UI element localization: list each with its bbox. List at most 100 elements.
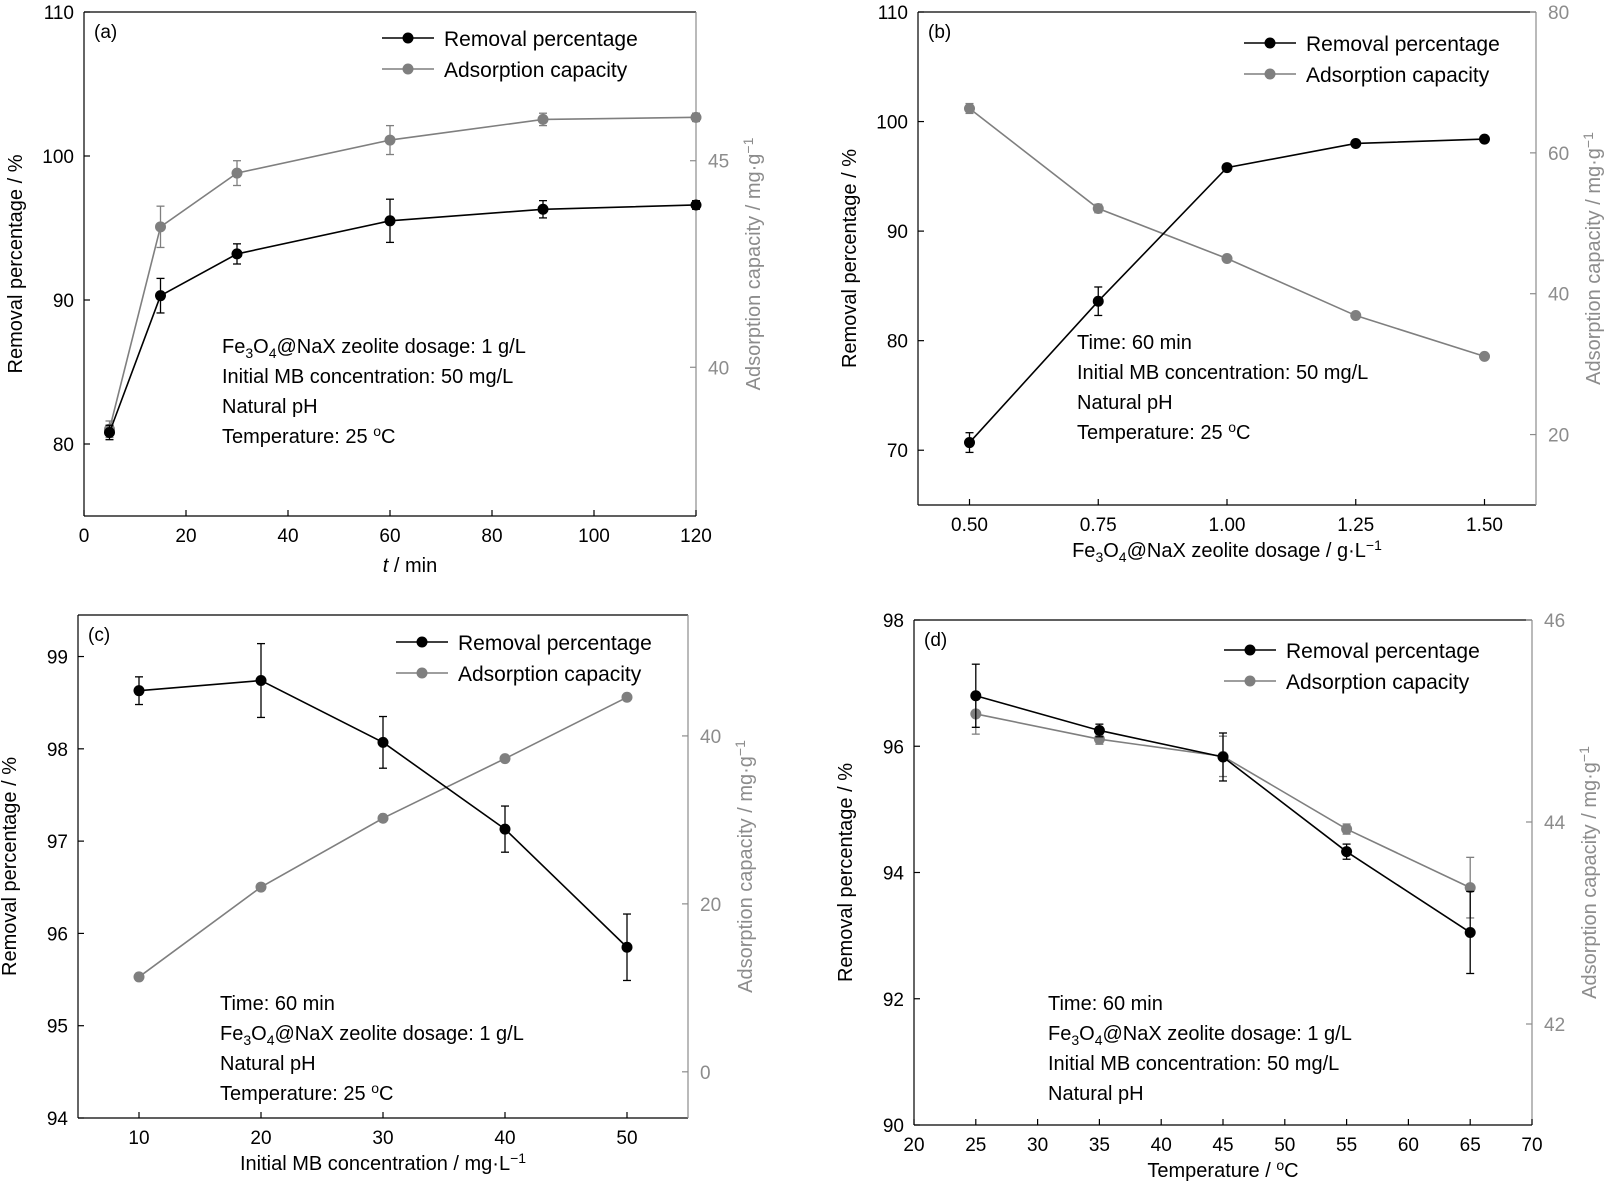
y-axis-title: Removal percentage / % bbox=[835, 763, 857, 982]
condition-note: Natural pH bbox=[1077, 392, 1173, 414]
y2-tick-label: 40 bbox=[1548, 285, 1569, 306]
data-point bbox=[1221, 253, 1233, 264]
data-point bbox=[1350, 310, 1362, 322]
x-tick-label: 80 bbox=[481, 526, 502, 547]
y2-tick-label: 20 bbox=[700, 895, 721, 916]
series-line bbox=[108, 204, 697, 433]
y2-tick-label: 40 bbox=[708, 358, 729, 379]
data-point bbox=[690, 199, 702, 211]
condition-note: Initial MB concentration: 50 mg/L bbox=[222, 366, 513, 388]
y-tick-label: 90 bbox=[887, 222, 908, 243]
legend-marker bbox=[1244, 644, 1256, 656]
x-tick-label: 30 bbox=[372, 1128, 393, 1149]
legend-label: Removal percentage bbox=[458, 632, 652, 655]
data-point bbox=[537, 203, 549, 215]
data-point bbox=[384, 215, 396, 227]
y2-axis-title: Adsorption capacity / mg·g−1 bbox=[740, 137, 765, 390]
series-line bbox=[975, 694, 1471, 934]
data-point bbox=[1479, 350, 1490, 362]
y2-axis-title: Adsorption capacity / mg·g−1 bbox=[1576, 746, 1601, 999]
condition-note: Fe3O4@NaX zeolite dosage: 1 g/L bbox=[222, 336, 526, 361]
data-point bbox=[621, 691, 633, 703]
y-axis-title: Removal percentage / % bbox=[839, 149, 861, 368]
y-tick-label: 98 bbox=[883, 611, 904, 632]
condition-note: Time: 60 min bbox=[220, 993, 335, 1015]
data-point bbox=[499, 823, 511, 835]
y-tick-label: 94 bbox=[47, 1109, 69, 1130]
x-axis-title: Fe3O4@NaX zeolite dosage / g·L−1 bbox=[1072, 537, 1382, 565]
y-tick-label: 80 bbox=[887, 332, 908, 353]
y-tick-label: 70 bbox=[887, 441, 908, 462]
data-point bbox=[104, 426, 115, 438]
data-point bbox=[499, 753, 511, 765]
y-tick-label: 95 bbox=[47, 1017, 68, 1038]
x-tick-label: 60 bbox=[379, 526, 400, 547]
data-point bbox=[970, 690, 982, 702]
data-point bbox=[231, 167, 243, 179]
x-tick-label: 1.50 bbox=[1466, 515, 1503, 536]
x-tick-label: 0 bbox=[79, 526, 90, 547]
y-tick-label: 99 bbox=[47, 648, 68, 669]
y2-tick-label: 0 bbox=[700, 1063, 711, 1084]
x-tick-label: 20 bbox=[175, 526, 196, 547]
data-point bbox=[1217, 751, 1229, 763]
y2-tick-label: 46 bbox=[1544, 611, 1565, 632]
legend-label: Removal percentage bbox=[444, 28, 638, 51]
series-line bbox=[968, 138, 1485, 444]
data-point bbox=[255, 881, 267, 893]
data-point bbox=[1341, 823, 1353, 835]
y-tick-label: 90 bbox=[53, 291, 74, 312]
data-point bbox=[1350, 137, 1362, 149]
legend-marker bbox=[402, 63, 414, 75]
data-point bbox=[1479, 133, 1490, 145]
x-tick-label: 55 bbox=[1336, 1135, 1357, 1156]
data-point bbox=[1093, 724, 1105, 736]
condition-note: Natural pH bbox=[220, 1053, 316, 1075]
data-point bbox=[1464, 926, 1476, 938]
x-tick-label: 50 bbox=[616, 1128, 637, 1149]
legend-label: Removal percentage bbox=[1286, 640, 1480, 663]
legend-label: Adsorption capacity bbox=[1286, 671, 1470, 694]
x-tick-label: 20 bbox=[250, 1128, 271, 1149]
panel-label: (b) bbox=[928, 22, 951, 43]
y2-tick-label: 42 bbox=[1544, 1015, 1565, 1036]
chart-panel-1: 0.50 0.75 1.00 1.25 1.50 70 80 90 100 110 20 40 60 80… bbox=[839, 3, 1605, 565]
condition-note: Temperature: 25 oC bbox=[1077, 419, 1250, 444]
x-tick-label: 40 bbox=[494, 1128, 515, 1149]
y2-axis-title: Adsorption capacity / mg·g−1 bbox=[1580, 132, 1605, 385]
legend-marker bbox=[1244, 675, 1256, 687]
panel-label: (c) bbox=[88, 625, 110, 646]
y-tick-label: 100 bbox=[42, 147, 74, 168]
y2-tick-label: 44 bbox=[1544, 813, 1566, 834]
y-axis-title: Removal percentage / % bbox=[0, 757, 21, 976]
panel-label: (a) bbox=[94, 22, 117, 43]
data-point bbox=[377, 736, 389, 748]
condition-note: Fe3O4@NaX zeolite dosage: 1 g/L bbox=[220, 1023, 524, 1048]
x-tick-label: 45 bbox=[1212, 1135, 1233, 1156]
y-tick-label: 96 bbox=[883, 737, 904, 758]
legend-marker bbox=[402, 32, 414, 44]
legend-label: Adsorption capacity bbox=[444, 59, 628, 82]
x-tick-label: 35 bbox=[1089, 1135, 1110, 1156]
data-point bbox=[1092, 295, 1104, 307]
data-point bbox=[1341, 846, 1353, 858]
legend-label: Adsorption capacity bbox=[458, 663, 642, 686]
condition-note: Fe3O4@NaX zeolite dosage: 1 g/L bbox=[1048, 1023, 1352, 1048]
x-tick-label: 70 bbox=[1521, 1135, 1542, 1156]
condition-note: Initial MB concentration: 50 mg/L bbox=[1048, 1053, 1339, 1075]
condition-note: Initial MB concentration: 50 mg/L bbox=[1077, 362, 1368, 384]
legend-marker bbox=[1264, 68, 1276, 80]
data-point bbox=[964, 102, 975, 114]
chart-panel-3: 20 25 30 35 40 45 50 55 60 65 70 90 92 94 96 98 42 44 46 Te… bbox=[835, 611, 1601, 1182]
y-tick-label: 90 bbox=[883, 1116, 904, 1137]
data-point bbox=[964, 437, 975, 449]
y-tick-label: 110 bbox=[44, 3, 74, 24]
data-point bbox=[133, 971, 145, 983]
x-axis-title: Temperature / oC bbox=[1147, 1157, 1298, 1182]
series-line bbox=[108, 116, 697, 430]
x-tick-label: 10 bbox=[128, 1128, 149, 1149]
condition-note: Time: 60 min bbox=[1048, 993, 1163, 1015]
x-tick-label: 20 bbox=[903, 1135, 924, 1156]
